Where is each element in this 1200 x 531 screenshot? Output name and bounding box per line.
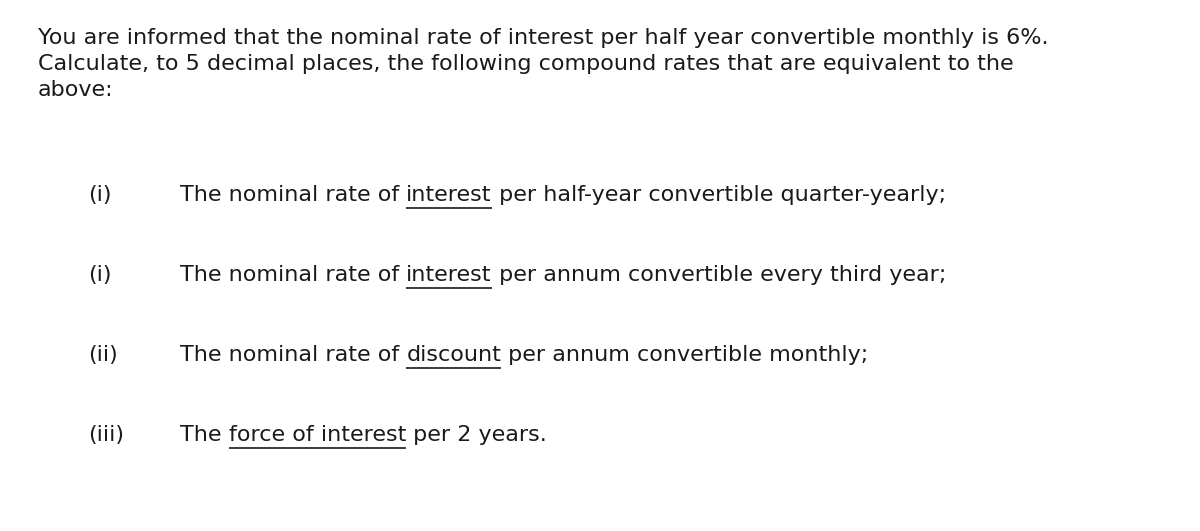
Text: discount: discount xyxy=(407,345,502,365)
Text: per annum convertible monthly;: per annum convertible monthly; xyxy=(502,345,869,365)
Text: The: The xyxy=(180,425,229,445)
Text: The nominal rate of: The nominal rate of xyxy=(180,345,407,365)
Text: (ii): (ii) xyxy=(88,345,118,365)
Text: (iii): (iii) xyxy=(88,425,124,445)
Text: (i): (i) xyxy=(88,265,112,285)
Text: interest: interest xyxy=(407,265,492,285)
Text: (i): (i) xyxy=(88,185,112,205)
Text: The nominal rate of: The nominal rate of xyxy=(180,265,407,285)
Text: Calculate, to 5 decimal places, the following compound rates that are equivalent: Calculate, to 5 decimal places, the foll… xyxy=(38,54,1014,74)
Text: The nominal rate of: The nominal rate of xyxy=(180,185,407,205)
Text: force of interest: force of interest xyxy=(229,425,406,445)
Text: per half-year convertible quarter-yearly;: per half-year convertible quarter-yearly… xyxy=(492,185,946,205)
Text: above:: above: xyxy=(38,80,114,100)
Text: You are informed that the nominal rate of interest per half year convertible mon: You are informed that the nominal rate o… xyxy=(38,28,1049,48)
Text: interest: interest xyxy=(407,185,492,205)
Text: per annum convertible every third year;: per annum convertible every third year; xyxy=(492,265,947,285)
Text: per 2 years.: per 2 years. xyxy=(406,425,547,445)
